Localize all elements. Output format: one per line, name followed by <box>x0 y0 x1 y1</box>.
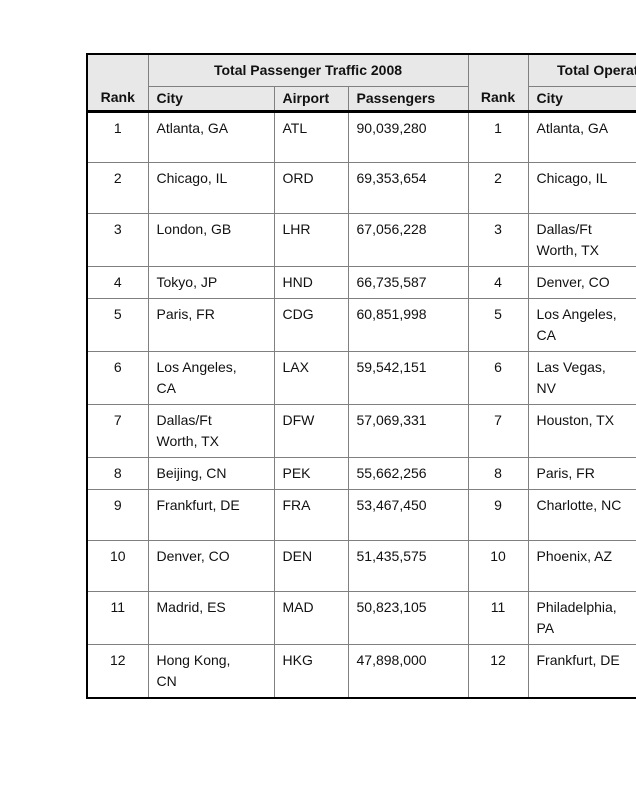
airport-cell: ATL <box>273 109 349 163</box>
ops-rank-cell: 7 <box>467 403 529 458</box>
header-columns-row: City Airport Passengers City <box>87 85 636 112</box>
rank-cell: 3 <box>86 212 149 267</box>
ops-city-cell: Phoenix, AZ <box>527 539 636 592</box>
header-title-row: Rank Total Passenger Traffic 2008 Rank T… <box>86 53 636 112</box>
airport-stats-table-wrap: Rank Total Passenger Traffic 2008 Rank T… <box>86 53 636 699</box>
ops-city-cell: Charlotte, NC <box>527 488 636 541</box>
ops-city-cell: Denver, CO <box>527 265 636 299</box>
airport-cell: FRA <box>273 488 349 541</box>
rank-cell: 10 <box>86 539 149 592</box>
airport-cell: LHR <box>273 212 349 267</box>
airport-column-header: Airport <box>273 85 349 112</box>
ops-rank-cell: 5 <box>467 297 529 352</box>
ops-rank-cell: 8 <box>467 456 529 490</box>
rank-cell: 6 <box>86 350 149 405</box>
table-row: 10 Denver, CO DEN 51,435,575 10 Phoenix,… <box>86 539 636 592</box>
table-row: 11 Madrid, ES MAD 50,823,105 11 Philadel… <box>86 590 636 645</box>
city-cell: Hong Kong, CN <box>147 643 275 698</box>
ops-rank-cell: 10 <box>467 539 529 592</box>
rank-cell: 12 <box>86 643 149 698</box>
airport-cell: LAX <box>273 350 349 405</box>
rank-cell: 9 <box>86 488 149 541</box>
city-cell: Dallas/Ft Worth, TX <box>147 403 275 458</box>
airport-cell: HKG <box>273 643 349 698</box>
ops-rank-cell: 9 <box>467 488 529 541</box>
airport-cell: HND <box>273 265 349 299</box>
passengers-cell: 55,662,256 <box>347 456 469 490</box>
city-cell: Atlanta, GA <box>147 109 275 163</box>
table-row: 4 Tokyo, JP HND 66,735,587 4 Denver, CO <box>86 265 636 299</box>
city-cell: Beijing, CN <box>147 456 275 490</box>
ops-rank-cell: 11 <box>467 590 529 645</box>
passenger-rank-header: Rank <box>86 53 149 112</box>
operations-title: Total Operat <box>527 53 636 87</box>
table-row: 9 Frankfurt, DE FRA 53,467,450 9 Charlot… <box>86 488 636 541</box>
airport-cell: DFW <box>273 403 349 458</box>
passengers-cell: 47,898,000 <box>347 643 469 698</box>
city-column-header: City <box>147 85 275 112</box>
city-cell: Los Angeles, CA <box>147 350 275 405</box>
ops-city-cell: Atlanta, GA <box>527 109 636 163</box>
city-cell: London, GB <box>147 212 275 267</box>
passenger-traffic-title: Total Passenger Traffic 2008 <box>147 53 469 87</box>
ops-rank-cell: 4 <box>467 265 529 299</box>
city-cell: Denver, CO <box>147 539 275 592</box>
city-cell: Frankfurt, DE <box>147 488 275 541</box>
airport-cell: MAD <box>273 590 349 645</box>
operations-city-column-header: City <box>527 85 636 112</box>
passengers-cell: 51,435,575 <box>347 539 469 592</box>
passengers-cell: 50,823,105 <box>347 590 469 645</box>
table-row: 12 Hong Kong, CN HKG 47,898,000 12 Frank… <box>86 643 636 698</box>
city-cell: Madrid, ES <box>147 590 275 645</box>
airport-cell: PEK <box>273 456 349 490</box>
rank-cell: 7 <box>86 403 149 458</box>
rank-cell: 1 <box>86 109 149 163</box>
table-row: 5 Paris, FR CDG 60,851,998 5 Los Angeles… <box>86 297 636 352</box>
city-cell: Paris, FR <box>147 297 275 352</box>
ops-rank-cell: 1 <box>467 109 529 163</box>
passengers-cell: 53,467,450 <box>347 488 469 541</box>
table-row: 1 Atlanta, GA ATL 90,039,280 1 Atlanta, … <box>86 109 636 163</box>
passengers-cell: 90,039,280 <box>347 109 469 163</box>
ops-city-cell: Houston, TX <box>527 403 636 458</box>
passengers-cell: 60,851,998 <box>347 297 469 352</box>
city-cell: Chicago, IL <box>147 161 275 214</box>
passengers-cell: 67,056,228 <box>347 212 469 267</box>
ops-city-cell: Las Vegas, NV <box>527 350 636 405</box>
passengers-column-header: Passengers <box>347 85 469 112</box>
airport-cell: DEN <box>273 539 349 592</box>
airport-cell: CDG <box>273 297 349 352</box>
ops-city-cell: Dallas/Ft Worth, TX <box>527 212 636 267</box>
passengers-cell: 59,542,151 <box>347 350 469 405</box>
table-row: 8 Beijing, CN PEK 55,662,256 8 Paris, FR <box>86 456 636 490</box>
ops-city-cell: Paris, FR <box>527 456 636 490</box>
ops-city-cell: Chicago, IL <box>527 161 636 214</box>
table-row: 3 London, GB LHR 67,056,228 3 Dallas/Ft … <box>86 212 636 267</box>
rank-cell: 8 <box>86 456 149 490</box>
table-row: 6 Los Angeles, CA LAX 59,542,151 6 Las V… <box>86 350 636 405</box>
airport-stats-table: Rank Total Passenger Traffic 2008 Rank T… <box>86 53 636 699</box>
table-row: 2 Chicago, IL ORD 69,353,654 2 Chicago, … <box>86 161 636 214</box>
rank-cell: 11 <box>86 590 149 645</box>
ops-rank-cell: 3 <box>467 212 529 267</box>
passengers-cell: 69,353,654 <box>347 161 469 214</box>
rank-cell: 2 <box>86 161 149 214</box>
ops-rank-cell: 6 <box>467 350 529 405</box>
rank-cell: 5 <box>86 297 149 352</box>
airport-cell: ORD <box>273 161 349 214</box>
ops-city-cell: Los Angeles, CA <box>527 297 636 352</box>
passengers-cell: 66,735,587 <box>347 265 469 299</box>
city-cell: Tokyo, JP <box>147 265 275 299</box>
ops-rank-cell: 12 <box>467 643 529 698</box>
ops-city-cell: Frankfurt, DE <box>527 643 636 698</box>
ops-rank-cell: 2 <box>467 161 529 214</box>
table-row: 7 Dallas/Ft Worth, TX DFW 57,069,331 7 H… <box>86 403 636 458</box>
ops-city-cell: Philadelphia, PA <box>527 590 636 645</box>
passengers-cell: 57,069,331 <box>347 403 469 458</box>
operations-rank-header: Rank <box>467 53 529 112</box>
rank-cell: 4 <box>86 265 149 299</box>
